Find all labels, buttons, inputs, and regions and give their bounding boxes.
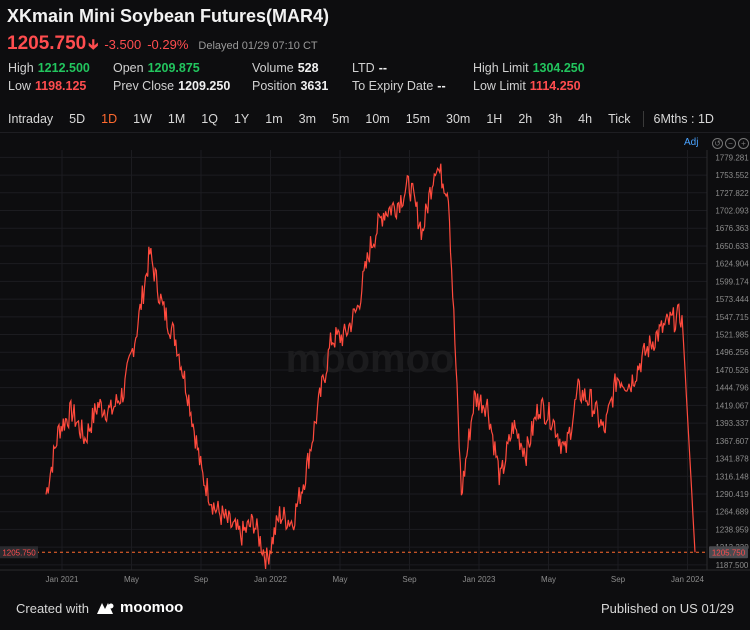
y-tick-label: 1316.148 xyxy=(715,472,749,481)
y-tick-label: 1238.959 xyxy=(715,525,749,534)
x-tick-label: Jan 2023 xyxy=(463,575,496,584)
down-arrow-icon: 🡳 xyxy=(88,36,99,52)
stat-volume: Volume 528 xyxy=(252,61,319,75)
zoom-out-icon[interactable]: − xyxy=(725,138,736,149)
stat-prev-close: Prev Close 1209.250 xyxy=(113,79,231,93)
y-tick-label: 1779.281 xyxy=(715,153,749,162)
y-tick-label: 1341.878 xyxy=(715,455,749,464)
y-tick-label: 1496.256 xyxy=(715,348,749,357)
y-tick-label: 1521.985 xyxy=(715,331,749,340)
y-tick-label: 1470.526 xyxy=(715,366,749,375)
tab-1y[interactable]: 1Y xyxy=(233,112,250,126)
tab-1m[interactable]: 1M xyxy=(167,112,186,126)
x-tick-label: Sep xyxy=(611,575,626,584)
stat-high-limit: High Limit 1304.250 xyxy=(473,61,585,75)
instrument-title: XKmain Mini Soybean Futures(MAR4) xyxy=(7,6,330,26)
last-price-tag xyxy=(709,546,748,559)
x-tick-label: Jan 2022 xyxy=(254,575,287,584)
x-tick-label: May xyxy=(124,575,139,584)
created-with-label: Created with xyxy=(16,601,89,616)
tab-1m[interactable]: 1m xyxy=(265,112,283,126)
tab-5m[interactable]: 5m xyxy=(332,112,350,126)
last-price: 1205.750 xyxy=(7,33,87,54)
last-price-left-label: 1205.750 xyxy=(2,548,36,557)
tab-10m[interactable]: 10m xyxy=(365,112,390,126)
footer: Created with moomoo Published on US 01/2… xyxy=(0,599,750,620)
stat-position: Position 3631 xyxy=(252,79,329,93)
tab-30m[interactable]: 30m xyxy=(446,112,471,126)
tab-5d[interactable]: 5D xyxy=(69,112,86,126)
tab-4h[interactable]: 4h xyxy=(578,112,593,126)
price-chart[interactable]: 1187.5001213.2301238.9591264.6891290.419… xyxy=(0,150,750,590)
tab-3h[interactable]: 3h xyxy=(548,112,563,126)
published-label: Published on US 01/29 xyxy=(601,601,734,616)
y-tick-label: 1264.689 xyxy=(715,508,749,517)
stats-panel: High 1212.500 Low 1198.125 Open 1209.875 Pr… xyxy=(8,61,750,97)
tab-tick[interactable]: Tick xyxy=(608,112,631,126)
price-change: -3.500 xyxy=(104,37,142,52)
price-line: 1205.750 🡳 -3.500 -0.29% Delayed 01/29 0… xyxy=(7,33,750,58)
tab-1w[interactable]: 1W xyxy=(133,112,152,126)
stat-low: Low 1198.125 xyxy=(8,79,87,93)
y-tick-label: 1547.715 xyxy=(715,313,749,322)
brand-name: moomoo xyxy=(120,599,184,616)
stat-ltd: LTD -- xyxy=(352,61,388,75)
y-tick-label: 1753.552 xyxy=(715,171,749,180)
last-price-left-tag xyxy=(0,546,38,559)
tab-1d[interactable]: 1D xyxy=(101,112,118,126)
y-tick-label: 1624.904 xyxy=(715,260,749,269)
x-tick-label: Sep xyxy=(194,575,209,584)
price-series-line xyxy=(45,163,696,570)
period-selector[interactable]: 6Mths : 1D xyxy=(653,112,714,126)
stat-low-limit: Low Limit 1114.250 xyxy=(473,79,581,93)
moomoo-logo-icon xyxy=(97,602,114,614)
tab-separator xyxy=(642,111,644,127)
y-tick-label: 1444.796 xyxy=(715,384,749,393)
y-tick-label: 1393.337 xyxy=(715,419,749,428)
x-tick-label: Jan 2024 xyxy=(671,575,704,584)
delay-status: Delayed 01/29 07:10 CT xyxy=(198,40,318,52)
adj-toggle[interactable]: Adj xyxy=(684,137,699,148)
moomoo-logo: moomoo xyxy=(96,599,183,616)
y-tick-label: 1367.607 xyxy=(715,437,749,446)
x-tick-label: Jan 2021 xyxy=(46,575,79,584)
tab-intraday[interactable]: Intraday xyxy=(8,112,54,126)
header: XKmain Mini Soybean Futures(MAR4) 1205.7… xyxy=(7,6,750,58)
stat-expiry: To Expiry Date -- xyxy=(352,79,446,93)
y-tick-label: 1290.419 xyxy=(715,490,749,499)
tab-15m[interactable]: 15m xyxy=(405,112,431,126)
tab-3m[interactable]: 3m xyxy=(298,112,316,126)
tab-1h[interactable]: 1H xyxy=(486,112,503,126)
x-tick-label: May xyxy=(541,575,556,584)
y-tick-label: 1702.093 xyxy=(715,207,749,216)
y-tick-label: 1187.500 xyxy=(716,561,749,570)
x-tick-label: May xyxy=(332,575,347,584)
price-change-pct: -0.29% xyxy=(147,37,189,52)
y-tick-label: 1727.822 xyxy=(715,189,749,198)
reset-icon[interactable]: ↺ xyxy=(712,138,723,149)
y-tick-label: 1650.633 xyxy=(715,242,749,251)
stat-open: Open 1209.875 xyxy=(113,61,200,75)
y-tick-label: 1419.067 xyxy=(715,401,749,410)
timeframe-tabs: Intraday 5D 1D 1W 1M 1Q 1Y 1m 3m 5m 10m 15m 30m 1H 2h 3… xyxy=(0,106,750,133)
last-price-label: 1205.750 xyxy=(712,548,746,557)
y-tick-label: 1599.174 xyxy=(715,277,749,286)
stat-high: High 1212.500 xyxy=(8,61,90,75)
zoom-in-icon[interactable]: + xyxy=(738,138,749,149)
x-tick-label: Sep xyxy=(402,575,417,584)
watermark: moomoo xyxy=(286,337,455,381)
tab-1q[interactable]: 1Q xyxy=(201,112,218,126)
tab-2h[interactable]: 2h xyxy=(518,112,533,126)
y-tick-label: 1676.363 xyxy=(715,224,749,233)
y-tick-label: 1573.444 xyxy=(715,295,749,304)
